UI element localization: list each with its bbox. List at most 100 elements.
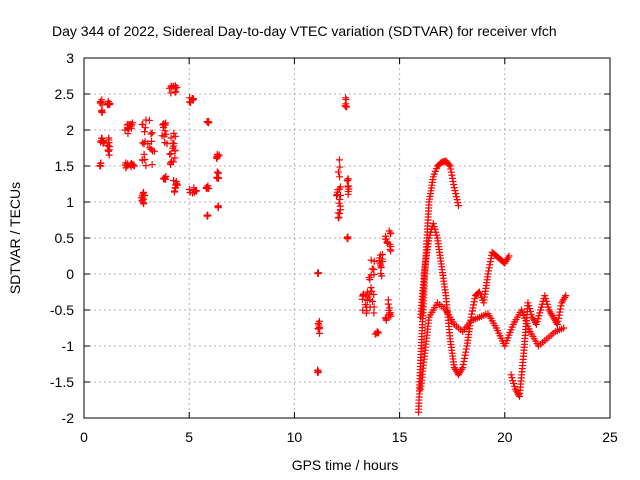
data-point: [555, 314, 563, 322]
data-point: [452, 193, 460, 201]
data-point: [103, 141, 111, 149]
y-tick-label: 3: [66, 50, 74, 66]
data-point: [459, 361, 467, 369]
y-tick-label: 0.5: [55, 230, 75, 246]
data-point: [213, 168, 221, 176]
data-point: [333, 190, 341, 198]
data-point: [452, 190, 460, 198]
data-point: [505, 252, 513, 260]
data-point: [162, 130, 170, 138]
data-point: [314, 324, 322, 332]
data-point: [451, 187, 459, 195]
y-axis-label: SDTVAR / TECUs: [7, 182, 23, 294]
data-point: [166, 150, 174, 158]
data-point: [148, 161, 156, 169]
data-point: [556, 308, 564, 316]
data-point: [555, 311, 563, 319]
data-point: [146, 144, 154, 152]
data-point: [461, 351, 469, 359]
data-point: [378, 272, 386, 280]
data-point: [382, 232, 390, 240]
data-point: [171, 154, 179, 162]
data-point: [358, 295, 366, 303]
data-point: [450, 184, 458, 192]
data-point: [105, 146, 113, 154]
chart-title: Day 344 of 2022, Sidereal Day-to-day VTE…: [52, 23, 557, 39]
data-point: [171, 187, 179, 195]
data-point: [314, 369, 322, 377]
data-point: [336, 173, 344, 181]
y-tick-label: 0: [66, 266, 74, 282]
data-point: [161, 139, 169, 147]
data-point: [122, 164, 130, 172]
data-point: [445, 161, 453, 169]
data-point: [142, 162, 150, 170]
data-point: [161, 127, 169, 135]
data-point: [370, 257, 378, 265]
data-point: [448, 171, 456, 179]
data-point: [334, 209, 342, 217]
data-point: [96, 99, 104, 107]
data-point: [335, 156, 343, 164]
data-point: [167, 89, 175, 97]
data-point: [139, 190, 147, 198]
x-tick-label: 15: [392, 429, 408, 445]
data-point: [98, 98, 106, 106]
data-point: [470, 301, 478, 309]
data-point: [314, 269, 322, 277]
data-point: [364, 293, 372, 301]
data-point: [449, 177, 457, 185]
y-tick-label: 2.5: [55, 86, 75, 102]
data-point: [188, 94, 196, 102]
data-point: [484, 270, 492, 278]
data-point: [188, 189, 196, 197]
data-point: [99, 138, 107, 146]
data-point: [461, 354, 469, 362]
data-point: [127, 124, 135, 132]
data-point: [460, 357, 468, 365]
data-point: [387, 242, 395, 250]
data-point: [486, 261, 494, 269]
data-point: [459, 364, 467, 372]
data-point: [362, 309, 370, 317]
data-point: [382, 316, 390, 324]
data-point: [98, 108, 106, 116]
data-point: [148, 129, 156, 137]
data-point: [138, 121, 146, 129]
data-point: [485, 267, 493, 275]
data-point: [447, 165, 455, 173]
data-point: [365, 273, 373, 281]
data-point: [103, 100, 111, 108]
data-point: [150, 147, 158, 155]
data-point: [471, 295, 479, 303]
data-point: [105, 142, 113, 150]
data-point: [359, 306, 367, 314]
data-point: [386, 230, 394, 238]
data-point: [370, 309, 378, 317]
data-point: [468, 310, 476, 318]
data-point: [335, 199, 343, 207]
data-point: [486, 258, 494, 266]
data-points: [96, 82, 570, 416]
data-point: [172, 84, 180, 92]
data-point: [171, 88, 179, 96]
data-point: [214, 169, 222, 177]
data-point: [341, 102, 349, 110]
data-point: [140, 150, 148, 158]
data-point: [468, 307, 476, 315]
data-point: [314, 368, 322, 376]
data-point: [137, 194, 145, 202]
data-point: [203, 211, 211, 219]
data-point: [315, 317, 323, 325]
x-tick-label: 10: [287, 429, 303, 445]
data-point: [470, 298, 478, 306]
data-point: [145, 116, 153, 124]
data-point: [469, 304, 477, 312]
y-tick-label: -2: [62, 410, 75, 426]
data-point: [315, 321, 323, 329]
data-point: [485, 264, 493, 272]
data-point: [368, 265, 376, 273]
data-point: [168, 83, 176, 91]
data-point: [185, 185, 193, 193]
